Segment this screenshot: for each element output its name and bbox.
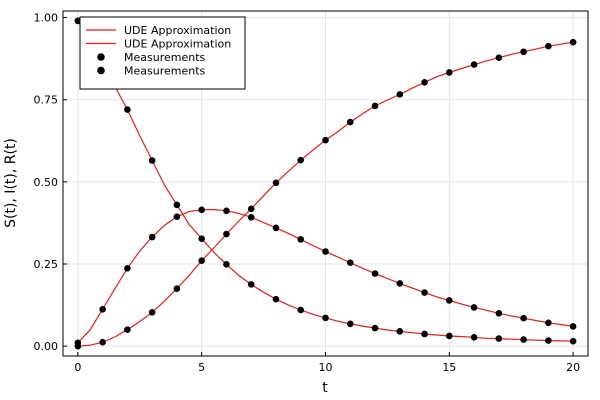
data-point [569,38,577,46]
data-point [74,342,82,350]
data-point [173,201,181,209]
data-point [470,304,478,311]
data-point [223,261,230,268]
data-point [247,281,255,288]
data-point [198,206,205,214]
x-tick-label: 20 [566,361,580,374]
ticks: 0 5 10 15 20 0.00 0.25 0.50 0.75 1.00 [34,12,581,374]
legend-marker-swatch [97,53,105,61]
x-tick-label: 15 [442,361,456,374]
data-point [297,156,305,164]
data-point [545,42,552,50]
data-point [148,233,156,241]
data-point [346,320,354,328]
data-point [297,236,305,243]
data-point [346,259,354,266]
data-point [396,280,404,287]
data-point [247,205,255,213]
data-point [148,157,156,164]
data-point [272,295,280,303]
x-tick-label: 5 [198,361,205,374]
data-point [545,319,552,327]
data-point [99,338,106,346]
legend-label: Measurements [124,65,206,78]
data-point [322,136,329,144]
data-point [569,323,577,330]
data-point [446,297,453,304]
data-point [198,235,205,242]
data-point [371,102,379,110]
y-tick-label: 0.25 [34,258,59,271]
data-point [470,333,478,341]
data-point [346,118,354,126]
data-point [272,179,280,187]
data-point [545,337,552,344]
data-point [223,207,230,215]
data-point [446,69,453,76]
data-point [520,314,527,322]
data-point [322,248,329,255]
data-point [247,214,255,221]
data-point [99,306,106,313]
data-point [421,79,428,86]
x-tick-label: 0 [74,361,81,374]
y-tick-label: 0.75 [34,94,59,107]
data-point [297,306,305,314]
data-point [396,91,404,98]
legend-label: Measurements [124,51,206,64]
data-point [495,335,503,342]
y-tick-label: 0.50 [34,176,59,189]
legend-label: UDE Approximation [124,24,231,37]
data-point [421,330,428,338]
legend-marker-swatch [97,66,105,75]
data-point [520,48,527,56]
data-point [322,314,329,322]
data-point [124,264,131,272]
y-tick-label: 1.00 [34,12,59,25]
data-point [421,289,428,296]
data-point [371,324,379,332]
data-point [148,309,156,316]
data-point [223,230,230,238]
legend-label: UDE Approximation [124,38,231,51]
data-point [272,224,280,232]
data-point [520,336,527,343]
data-point [569,337,577,345]
data-point [124,326,131,334]
data-point [396,328,404,335]
data-point [124,106,131,113]
data-point [495,309,503,317]
x-axis-label: t [322,380,328,396]
data-point [495,54,503,61]
series-layer [74,17,577,350]
data-point [446,332,453,340]
data-point [198,257,205,265]
data-point [470,61,478,68]
data-point [173,285,181,292]
y-axis-label: S(t), I(t), R(t) [3,138,19,228]
legend-box [79,16,246,90]
y-tick-label: 0.00 [34,340,59,353]
data-point [371,270,379,277]
data-point [173,213,181,220]
x-tick-label: 10 [319,361,333,374]
